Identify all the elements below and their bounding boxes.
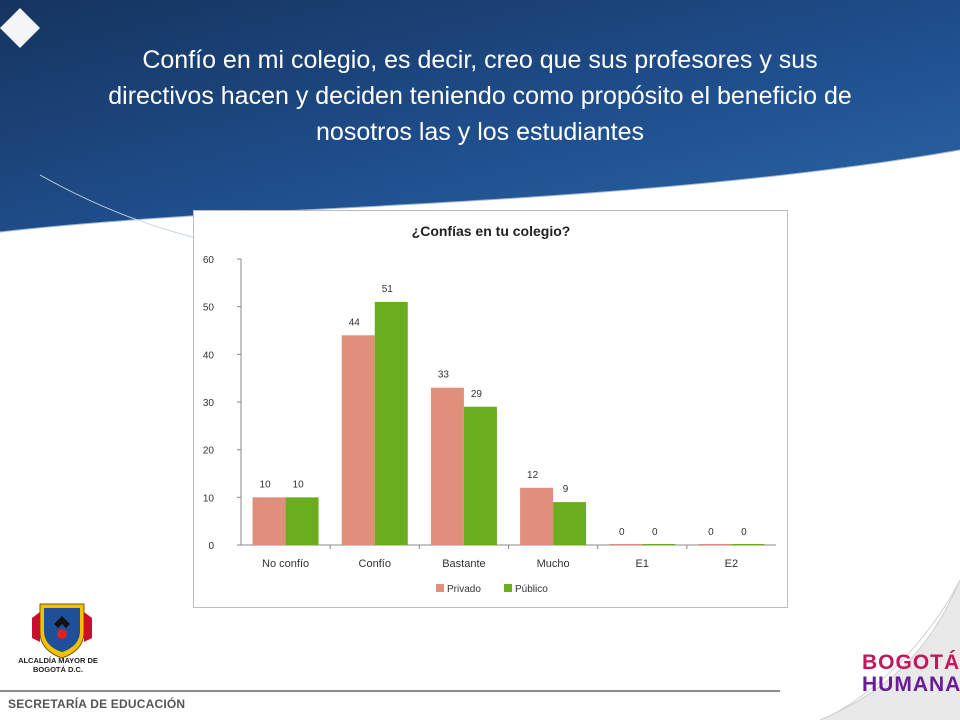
x-tick-label: Confío: [359, 558, 391, 570]
footer-text: SECRETARÍA DE EDUCACIÓN: [8, 697, 186, 711]
bogota-coat-of-arms-logo: [32, 603, 92, 659]
bar-p-blico: [463, 406, 497, 545]
data-label: 9: [563, 484, 569, 495]
y-tick-label: 20: [203, 446, 215, 457]
bar-privado: [698, 544, 732, 545]
data-label: 0: [619, 527, 625, 538]
x-tick-label: Mucho: [537, 558, 570, 570]
data-label: 0: [652, 527, 658, 538]
data-label: 10: [293, 479, 305, 490]
x-tick-label: No confío: [262, 558, 309, 570]
page-curl-decoration: [819, 580, 960, 720]
y-tick-label: 10: [203, 493, 215, 504]
x-tick-label: E1: [636, 558, 649, 570]
legend-swatch: [504, 584, 512, 592]
data-label: 44: [349, 317, 361, 328]
bar-privado: [609, 544, 643, 545]
slide-title: Confío en mi colegio, es decir, creo que…: [108, 46, 852, 146]
data-label: 29: [471, 389, 483, 400]
y-tick-label: 30: [203, 398, 215, 409]
data-label: 10: [260, 479, 272, 490]
data-label: 51: [382, 284, 394, 295]
header-background: [0, 0, 960, 253]
bar-privado: [430, 387, 464, 545]
bar-p-blico: [642, 544, 676, 545]
data-label: 33: [438, 370, 450, 381]
bar-p-blico: [374, 301, 408, 545]
data-label: 0: [741, 527, 747, 538]
x-tick-label: E2: [725, 558, 738, 570]
footer-divider: [0, 690, 780, 692]
bar-p-blico: [731, 544, 765, 545]
legend-label: Público: [515, 584, 548, 595]
bar-p-blico: [553, 502, 587, 545]
bar-privado: [252, 497, 286, 545]
bar-privado: [341, 335, 375, 545]
y-tick-label: 60: [203, 255, 215, 266]
bar-p-blico: [285, 497, 319, 545]
bar-chart: ¿Confías en tu colegio? 0 10 20 30 40 50 60 No …: [203, 223, 776, 595]
y-tick-label: 40: [203, 350, 215, 361]
legend-label: Privado: [447, 584, 481, 595]
logo-caption: ALCALDÍA MAYOR DE BOGOTÁ D.C.: [18, 656, 98, 674]
data-label: 12: [527, 470, 539, 481]
brand-line-1: BOGOTÁ: [862, 651, 960, 674]
chart-frame: ¿Confías en tu colegio? 0 10 20 30 40 50 60 No …: [193, 210, 788, 608]
data-label: 0: [708, 527, 714, 538]
chart-title: ¿Confías en tu colegio?: [412, 223, 571, 239]
legend-swatch: [436, 584, 444, 592]
brand-line-2: HUMANA: [862, 673, 960, 696]
x-tick-label: Bastante: [442, 558, 485, 570]
bogota-humana-logo: BOGOTÁ HUMANA: [862, 651, 960, 696]
bar-privado: [520, 487, 554, 545]
y-tick-label: 0: [208, 541, 214, 552]
y-tick-label: 50: [203, 303, 215, 314]
